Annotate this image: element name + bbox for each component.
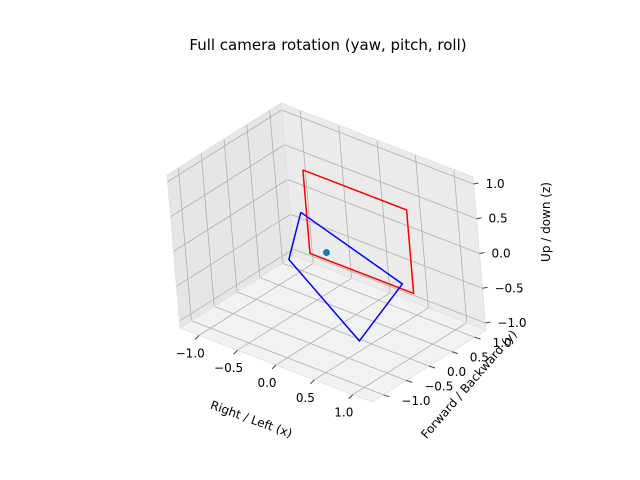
grid-line-z-back xyxy=(293,248,486,324)
x-tick-mark xyxy=(194,335,200,340)
pane-edge xyxy=(280,102,295,257)
pane-edge xyxy=(293,255,487,331)
z-tick-label: 0.5 xyxy=(489,212,508,226)
tick-marks xyxy=(194,182,491,399)
grid-line-y-floor xyxy=(259,277,452,352)
grid-line-y-floor xyxy=(214,306,407,381)
z-tick-label: −1.0 xyxy=(497,316,526,330)
y-tick-label: −1.0 xyxy=(401,394,430,408)
grid-line-z-back xyxy=(290,213,483,289)
z-tick-mark xyxy=(476,217,482,220)
series-line-1 xyxy=(288,211,404,343)
z-tick-mark xyxy=(479,252,485,254)
grid-line-z-side xyxy=(176,213,291,287)
chart-title: Full camera rotation (yaw, pitch, roll) xyxy=(189,36,466,54)
x-tick-mark xyxy=(271,364,277,370)
grid-line-z-back xyxy=(287,179,480,254)
z-tick-mark xyxy=(485,321,491,324)
x-tick-label: −1.0 xyxy=(176,346,205,360)
z-tick-label: 1.0 xyxy=(486,177,505,191)
z-tick-label: 0.0 xyxy=(492,247,511,261)
grid-line-z-side xyxy=(179,248,294,322)
grid-line-z-side xyxy=(167,109,282,183)
grid-lines xyxy=(167,109,486,396)
y-tick-label: 0.0 xyxy=(447,365,466,379)
pane-edge xyxy=(166,174,181,329)
pane-edge xyxy=(166,102,282,176)
y-tick-mark xyxy=(474,336,481,340)
z-tick-mark xyxy=(482,286,488,289)
y-tick-label: 0.5 xyxy=(470,351,489,365)
y-tick-label: −0.5 xyxy=(424,379,453,393)
x-tick-label: −0.5 xyxy=(214,361,243,375)
y-tick-mark xyxy=(406,379,413,383)
grid-line-y-floor xyxy=(236,291,430,367)
x-tick-label: 0.0 xyxy=(257,376,276,390)
x-tick-mark xyxy=(310,379,315,385)
x-tick-label: 1.0 xyxy=(334,406,353,420)
pane-edge xyxy=(179,255,295,329)
z-axis-label: Up / down (z) xyxy=(539,182,553,262)
tick-labels: −1.0−0.50.00.51.0−1.0−0.50.00.51.0−1.0−0… xyxy=(176,177,527,420)
pane-edge xyxy=(280,102,474,178)
grid-line-y-floor xyxy=(191,320,384,396)
y-tick-mark xyxy=(383,394,390,398)
series-line-0 xyxy=(302,169,415,295)
grid-line-z-back xyxy=(284,144,477,220)
grid-line-z-back xyxy=(281,109,474,185)
z-tick-mark xyxy=(473,182,479,185)
y-tick-mark xyxy=(428,365,436,369)
y-tick-mark xyxy=(451,351,458,355)
x-tick-mark xyxy=(233,349,238,355)
grid-line-y-floor xyxy=(282,262,475,338)
x-tick-label: 0.5 xyxy=(296,391,315,405)
grid-line-z-side xyxy=(173,179,288,252)
grid-line-z-side xyxy=(170,144,285,218)
z-tick-label: −0.5 xyxy=(494,281,523,295)
scatter-point-0 xyxy=(323,249,330,256)
y-tick-label: 1.0 xyxy=(493,336,512,350)
data-marks xyxy=(288,169,415,343)
x-tick-mark xyxy=(348,394,354,399)
